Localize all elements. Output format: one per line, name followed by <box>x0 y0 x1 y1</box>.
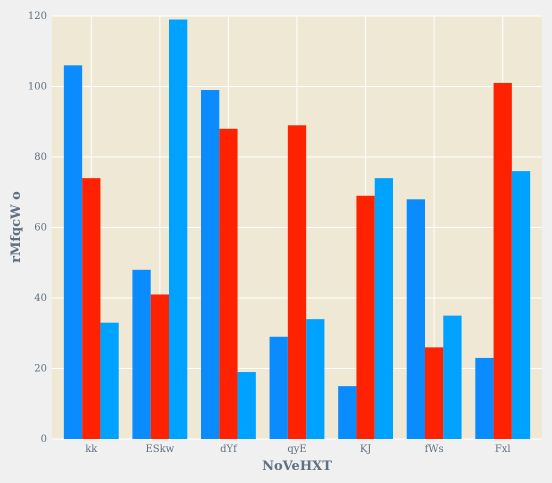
bar-dYf-series-3 <box>237 372 256 439</box>
bar-Fxl-series-1 <box>475 357 494 439</box>
bar-Fxl-series-3 <box>511 171 531 439</box>
bar-fWs-series-1 <box>406 199 425 439</box>
bar-kk-series-2 <box>82 178 101 439</box>
bar-KJ-series-1 <box>338 386 357 439</box>
bar-dYf-series-2 <box>219 128 238 440</box>
bars <box>63 19 531 440</box>
y-tick-label: 20 <box>34 364 47 375</box>
y-tick-labels: 0 20 40 60 80 100 120 <box>28 11 47 445</box>
bar-KJ-series-2 <box>356 195 375 439</box>
x-tick-label: fWs <box>425 444 444 455</box>
x-tick-label: qyE <box>287 444 306 455</box>
bar-dYf-series-1 <box>201 90 220 440</box>
y-tick-label: 100 <box>28 82 47 93</box>
bar-qyE-series-3 <box>306 319 325 439</box>
bar-fWs-series-3 <box>443 315 462 439</box>
bar-ESkw-series-2 <box>150 294 169 439</box>
bar-kk-series-3 <box>100 322 119 439</box>
bar-qyE-series-1 <box>269 336 288 439</box>
x-tick-label: dYf <box>220 444 238 455</box>
bar-fWs-series-2 <box>425 347 444 439</box>
y-axis-title: rMfqcW o <box>9 191 24 263</box>
bar-kk-series-1 <box>63 65 83 439</box>
x-tick-label: Fxl <box>495 444 511 455</box>
y-tick-label: 40 <box>34 293 47 304</box>
y-tick-label: 0 <box>41 434 47 445</box>
x-tick-label: KJ <box>360 444 371 455</box>
x-tick-labels: kk ESkw dYf qyE KJ fWs Fxl <box>85 444 510 455</box>
x-tick-label: kk <box>85 444 98 455</box>
y-tick-label: 80 <box>34 152 47 163</box>
bar-qyE-series-2 <box>287 125 307 440</box>
x-tick-label: ESkw <box>145 444 174 455</box>
x-axis-title: NoVeHXT <box>262 459 332 474</box>
bar-ESkw-series-3 <box>169 19 188 440</box>
bar-ESkw-series-1 <box>132 269 151 439</box>
y-tick-label: 60 <box>34 223 47 234</box>
bar-KJ-series-3 <box>374 178 393 439</box>
bar-Fxl-series-2 <box>493 82 512 439</box>
y-tick-label: 120 <box>28 11 47 22</box>
